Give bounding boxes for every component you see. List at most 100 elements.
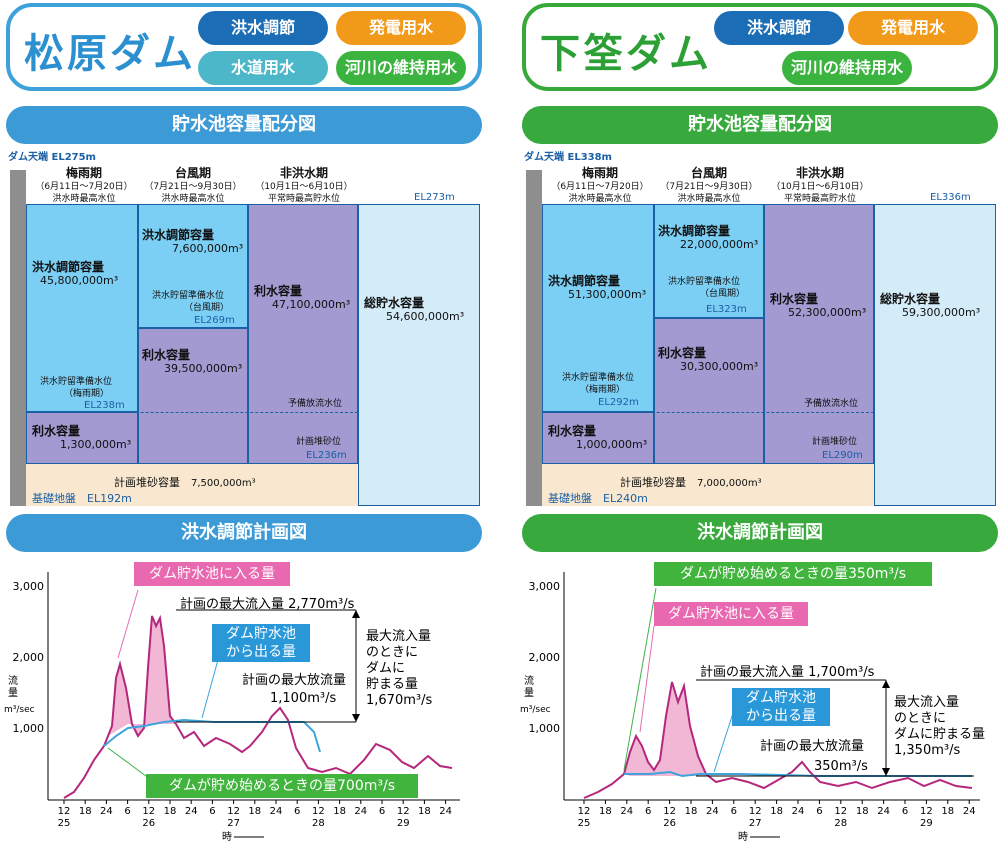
typhoon-water-value: 39,500,000m³ xyxy=(164,362,243,375)
outflow-callout: ダム貯水池 から出る量 xyxy=(732,688,830,726)
rainy-flood-block xyxy=(542,204,654,412)
stored-label-1: 最大流入量 xyxy=(894,695,959,710)
purpose-flood-control: 洪水調節 xyxy=(198,11,328,45)
dam-body xyxy=(526,170,542,506)
rainy-reserve-el: EL238m xyxy=(84,400,125,411)
stored-label-2: のときに xyxy=(894,711,946,726)
max-inflow-label: 計画の最大流入量 2,770m³/s xyxy=(180,596,355,612)
storage-diagram: ダム天端 EL275m 梅雨期 （6月11日～7月20日） 洪水時最高水位 台風… xyxy=(4,150,484,510)
dam-title-box: 下筌ダム 洪水調節 発電用水 河川の維持用水 xyxy=(522,3,998,91)
x-tick-hour: 6 xyxy=(209,806,215,817)
stored-label-2: のときに xyxy=(366,645,418,660)
x-tick-hour: 6 xyxy=(294,806,300,817)
x-tick-day: 27 xyxy=(749,818,762,829)
x-tick-day: 28 xyxy=(834,818,847,829)
dam-name: 下筌ダム xyxy=(540,31,712,77)
typhoon-reserve-el: EL269m xyxy=(194,315,235,326)
purpose-river-maintenance: 河川の維持用水 xyxy=(782,51,912,85)
rainy-reserve-sub: （梅雨期） xyxy=(580,385,626,395)
typhoon-flood-block xyxy=(654,204,764,318)
el-top: EL336m xyxy=(930,192,971,203)
dam-title-box: 松原ダム 洪水調節 発電用水 水道用水 河川の維持用水 xyxy=(6,3,482,91)
max-discharge-label-2: 1,100m³/s xyxy=(270,691,336,706)
storage-arrow-head-up xyxy=(882,680,890,688)
rainy-reserve-sub: （梅雨期） xyxy=(64,389,110,399)
sediment-level-label: 計画堆砂位 xyxy=(296,437,342,447)
flood-control-plan-banner: 洪水調節計画図 xyxy=(522,514,998,552)
x-tick-hour: 12 xyxy=(58,806,71,817)
x-tick-hour: 12 xyxy=(578,806,591,817)
rainy-water-label: 利水容量 xyxy=(548,424,597,438)
season-typhoon-header: 台風期 （7月21日～9月30日） 洪水時最高水位 xyxy=(144,166,242,204)
sediment-capacity: 計画堆砂容量 7,000,000m³ xyxy=(620,476,762,489)
x-tick-day: 25 xyxy=(578,818,591,829)
rainy-flood-value: 45,800,000m³ xyxy=(40,274,119,287)
x-ticks: 12 18 24 6 12 18 24 6 12 18 24 6 12 18 24 6 12 18 24 25 26 27… xyxy=(58,800,452,829)
start-storage-callout: ダムが貯め始めるときの量700m³/s xyxy=(146,774,418,798)
outflow-line xyxy=(103,718,321,753)
max-discharge-label-1: 計画の最大放流量 xyxy=(242,672,346,688)
x-tick-hour: 12 xyxy=(920,806,933,817)
typhoon-water-value: 30,300,000m³ xyxy=(680,360,759,373)
max-discharge-label-1: 計画の最大放流量 xyxy=(760,738,864,754)
x-tick-day: 25 xyxy=(58,818,71,829)
nonflood-water-block xyxy=(248,204,358,464)
x-tick-hour: 18 xyxy=(418,806,431,817)
sediment-block xyxy=(542,464,874,506)
x-tick-hour: 18 xyxy=(685,806,698,817)
nonflood-water-label: 利水容量 xyxy=(254,284,303,298)
season-typhoon-header: 台風期 （7月21日～9月30日） 洪水時最高水位 xyxy=(660,166,758,204)
x-unit: 時 xyxy=(222,831,232,843)
season-rainy-header: 梅雨期 （6月11日～7月20日） 洪水時最高水位 xyxy=(551,166,649,204)
x-tick-hour: 24 xyxy=(439,806,452,817)
reserve-line xyxy=(26,412,358,413)
storage-arrow-head-down xyxy=(352,714,360,722)
rainy-flood-label: 洪水調節容量 xyxy=(548,274,621,288)
storage-arrow-head-down xyxy=(882,768,890,776)
x-tick-hour: 24 xyxy=(185,806,198,817)
max-inflow-label: 計画の最大流入量 1,700m³/s xyxy=(700,664,875,680)
shimouke-dam-panel: 下筌ダム 洪水調節 発電用水 河川の維持用水 貯水池容量配分図 ダム天端 EL3… xyxy=(520,0,1000,846)
nonflood-water-block xyxy=(764,204,874,464)
matsubara-dam-panel: 松原ダム 洪水調節 発電用水 水道用水 河川の維持用水 貯水池容量配分図 ダム天… xyxy=(4,0,486,846)
max-discharge-label-2: 350m³/s xyxy=(814,759,868,774)
storage-allocation-banner: 貯水池容量配分図 xyxy=(522,106,998,144)
purpose-power: 発電用水 xyxy=(336,11,466,45)
y-unit-2: 量 xyxy=(8,687,18,699)
total-storage-value: 54,600,000m³ xyxy=(386,310,465,323)
x-tick-hour: 18 xyxy=(770,806,783,817)
x-tick-hour: 6 xyxy=(902,806,908,817)
x-tick-hour: 24 xyxy=(270,806,283,817)
flood-hydrograph: 3,000 2,000 1,000 流 量 m³/sec 計画の最大流入量 1,… xyxy=(520,572,985,843)
season-rainy-header: 梅雨期 （6月11日～7月20日） 洪水時最高水位 xyxy=(35,166,133,204)
nonflood-water-value: 47,100,000m³ xyxy=(272,298,351,311)
total-storage-block xyxy=(874,204,996,506)
rainy-reserve-label: 洪水貯留準備水位 xyxy=(40,377,113,387)
storage-allocation-banner: 貯水池容量配分図 xyxy=(6,106,482,144)
x-tick-hour: 24 xyxy=(706,806,719,817)
y-tick-1000: 1,000 xyxy=(13,722,45,735)
rainy-reserve-label: 洪水貯留準備水位 xyxy=(562,373,635,383)
typhoon-reserve-label: 洪水貯留準備水位 xyxy=(668,277,741,287)
purpose-river-maintenance: 河川の維持用水 xyxy=(336,51,466,85)
inflow-pointer xyxy=(117,589,139,659)
x-tick-hour: 6 xyxy=(816,806,822,817)
stored-label-4: 1,350m³/s xyxy=(894,743,960,758)
y-tick-3000: 3,000 xyxy=(13,580,45,593)
x-tick-day: 26 xyxy=(663,818,676,829)
outflow-pointer xyxy=(713,709,735,773)
flood-hydrograph: 3,000 2,000 1,000 流 量 m³/sec 計画の最大流入量 2,… xyxy=(4,572,460,843)
typhoon-water-label: 利水容量 xyxy=(142,348,191,362)
x-tick-hour: 12 xyxy=(663,806,676,817)
y-unit-3: m³/sec xyxy=(4,705,35,715)
rainy-water-block xyxy=(542,412,654,464)
purpose-water-supply: 水道用水 xyxy=(198,51,328,85)
x-tick-hour: 18 xyxy=(164,806,177,817)
x-tick-hour: 18 xyxy=(856,806,869,817)
season-nonflood-header: 非洪水期 （10月1日～6月10日） 平常時最高貯水位 xyxy=(255,166,353,204)
purpose-power: 発電用水 xyxy=(848,11,978,45)
dam-body xyxy=(10,170,26,506)
typhoon-flood-block xyxy=(138,204,248,328)
total-storage-label: 総貯水容量 xyxy=(364,296,425,310)
x-tick-hour: 18 xyxy=(333,806,346,817)
